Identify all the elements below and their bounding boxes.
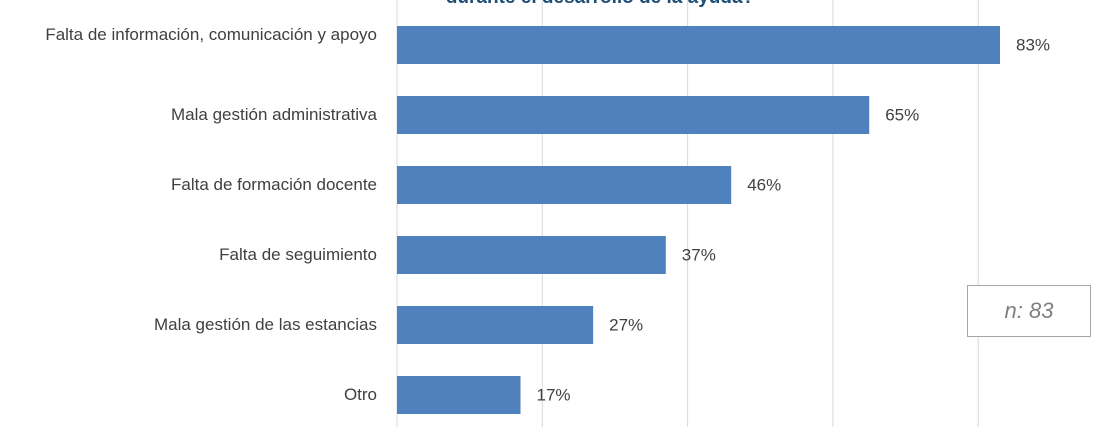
chart-title: durante el desarrollo de la ayuda? — [0, 0, 1110, 9]
bar — [397, 236, 666, 274]
bar — [397, 96, 870, 134]
bar — [397, 26, 1000, 64]
value-label: 17% — [537, 385, 571, 404]
category-label: Falta de seguimiento — [219, 245, 377, 264]
category-label: Otro — [343, 385, 377, 404]
value-label: 83% — [1016, 35, 1050, 54]
value-label: 46% — [747, 175, 781, 194]
bar — [397, 376, 521, 414]
category-label: Mala gestión de las estancias — [153, 315, 377, 334]
bar — [397, 306, 594, 344]
value-label: 27% — [609, 315, 643, 334]
value-label: 65% — [885, 105, 919, 124]
category-label: Mala gestión administrativa — [171, 105, 377, 124]
value-label: 37% — [682, 245, 716, 264]
bar — [397, 166, 732, 204]
category-label: Falta de información, comunicación y apo… — [45, 25, 377, 44]
category-label: Falta de formación docente — [170, 175, 377, 194]
annotation: n: 83 — [967, 285, 1091, 337]
